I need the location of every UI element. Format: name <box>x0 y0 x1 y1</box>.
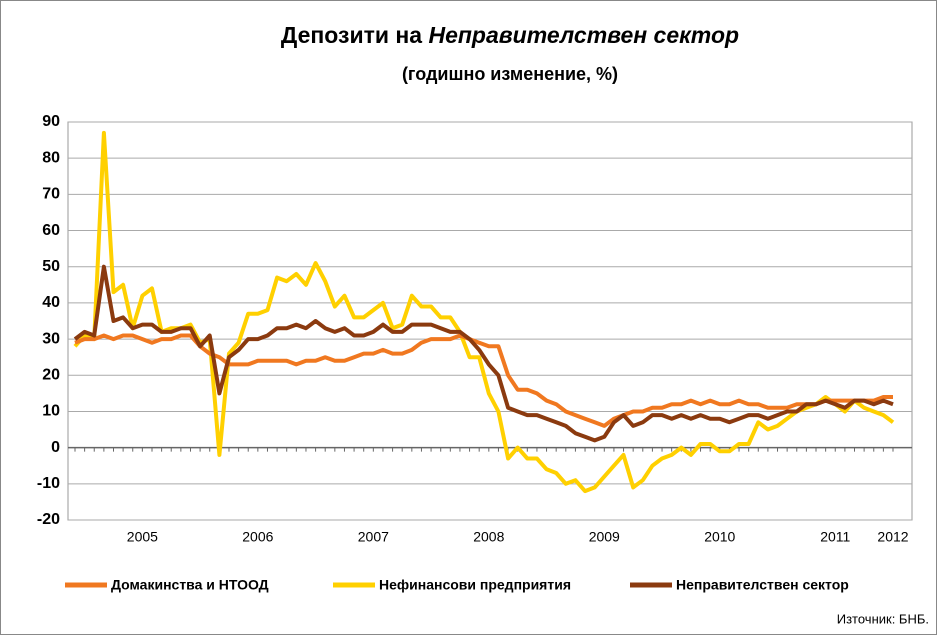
x-tick-label: 2010 <box>704 529 735 545</box>
y-tick-label: 0 <box>51 439 60 456</box>
y-tick-label: 30 <box>42 330 60 347</box>
y-tick-label: -10 <box>37 475 60 492</box>
x-tick-label: 2009 <box>589 529 620 545</box>
y-tick-label: 90 <box>42 113 60 130</box>
y-tick-label: 70 <box>42 186 60 203</box>
y-tick-label: 50 <box>42 258 60 275</box>
title-main: Депозити на <box>281 22 422 48</box>
x-tick-label: 2007 <box>358 529 389 545</box>
legend-label: Неправителствен сектор <box>676 577 849 593</box>
chart-title: Депозити на Неправителствен сектор <box>281 22 739 48</box>
x-tick-label: 2005 <box>127 529 158 545</box>
y-tick-label: -20 <box>37 511 60 528</box>
y-tick-label: 80 <box>42 149 60 166</box>
plot-area <box>67 121 913 521</box>
legend-label: Домакинства и НТООД <box>111 577 269 593</box>
series-line <box>73 130 895 494</box>
x-tick-label: 2012 <box>877 529 908 545</box>
title-emphasis: Неправителствен сектор <box>428 22 739 48</box>
x-tick-label: 2006 <box>242 529 273 545</box>
x-tick-label: 2008 <box>473 529 504 545</box>
series-line <box>73 264 894 443</box>
x-tick-label: 2011 <box>820 529 850 545</box>
y-tick-label: 20 <box>42 366 60 383</box>
y-tick-label: 10 <box>42 403 60 420</box>
legend-label: Нефинансови предприятия <box>379 577 571 593</box>
y-tick-label: 60 <box>42 222 60 239</box>
source-note: Източник: БНБ. <box>837 611 929 626</box>
chart-subtitle: (годишно изменение, %) <box>402 64 618 84</box>
y-tick-label: 40 <box>42 294 60 311</box>
